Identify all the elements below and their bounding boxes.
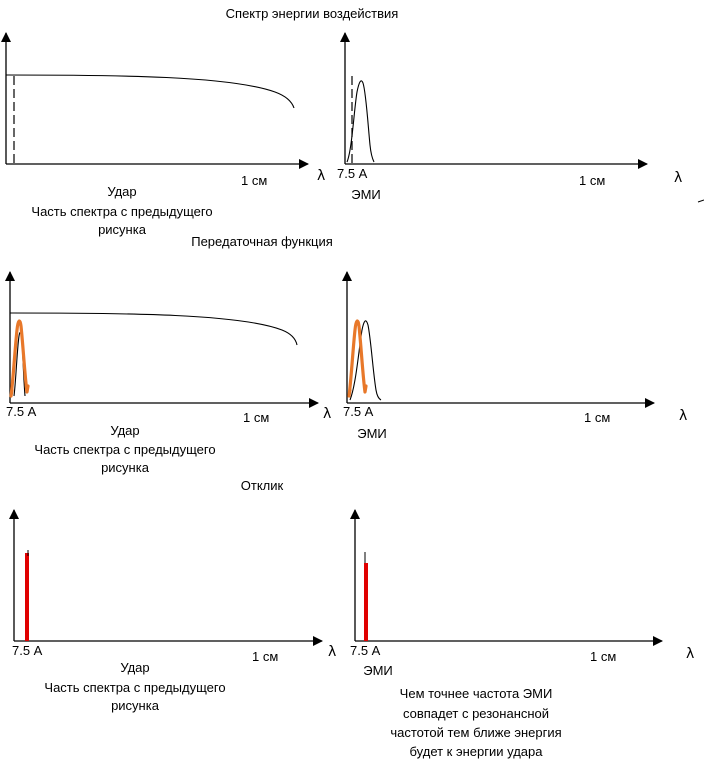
stray-mark <box>697 199 704 203</box>
tick-label-7-5A: 7.5 А <box>337 166 368 181</box>
panel-response-impact: 7.5 А 1 см λ Удар Часть спектра с предыд… <box>9 509 336 713</box>
lambda-label: λ <box>317 168 325 184</box>
lambda-label: λ <box>686 646 694 662</box>
label-impact: Удар <box>107 184 136 199</box>
label-prev-part-line1: Часть спектра с предыдущего <box>44 680 225 695</box>
title-spectrum: Спектр энергии воздействия <box>226 6 399 21</box>
note-line1: Чем точнее частота ЭМИ <box>400 686 553 701</box>
label-prev-part-line2: рисунка <box>98 222 147 237</box>
lambda-label: λ <box>679 408 687 424</box>
tick-label-7-5A: 7.5 А <box>6 404 37 419</box>
tick-label-1cm: 1 см <box>252 649 278 664</box>
lambda-label: λ <box>674 170 682 186</box>
note-line4: будет к энергии удара <box>410 744 544 759</box>
tick-label-1cm: 1 см <box>590 649 616 664</box>
tick-label-1cm: 1 см <box>241 173 267 188</box>
note-line3: частотой тем ближе энергия <box>390 725 561 740</box>
panel-transfer-emi: 7.5 А 1 см λ ЭМИ <box>342 271 687 441</box>
transfer-function-curve <box>347 319 368 398</box>
title-response: Отклик <box>241 478 284 493</box>
panel-impact-spectrum: 1 см λ Удар Часть спектра с предыдущего … <box>0 32 325 237</box>
tick-label-7-5A: 7.5 А <box>12 643 43 658</box>
label-impact: Удар <box>110 423 139 438</box>
label-prev-part-line2: рисунка <box>101 460 150 475</box>
panel-transfer-impact: 7.5 А 1 см λ Удар Часть спектра с предыд… <box>4 271 331 475</box>
lambda-label: λ <box>323 406 331 422</box>
panel-emi-spectrum: 7.5 А 1 см λ ЭМИ <box>337 32 704 203</box>
label-impact: Удар <box>120 660 149 675</box>
tick-label-7-5A: 7.5 А <box>343 404 374 419</box>
label-prev-part-line1: Часть спектра с предыдущего <box>34 442 215 457</box>
label-emi: ЭМИ <box>351 187 381 202</box>
panel-response-emi: 7.5 А 1 см λ ЭМИ Чем точнее частота ЭМИ … <box>350 509 694 759</box>
impact-spectrum-curve <box>9 312 298 346</box>
emi-peak-curve <box>346 80 375 163</box>
tick-label-7-5A: 7.5 А <box>350 643 381 658</box>
label-prev-part-line1: Часть спектра с предыдущего <box>31 204 212 219</box>
label-prev-part-line2: рисунка <box>111 698 160 713</box>
tick-label-1cm: 1 см <box>243 410 269 425</box>
impact-spectrum-curve <box>5 74 295 109</box>
lambda-label: λ <box>328 644 336 660</box>
label-emi: ЭМИ <box>357 426 387 441</box>
emi-peak-curve <box>349 320 382 401</box>
label-emi: ЭМИ <box>363 663 393 678</box>
title-transfer: Передаточная функция <box>191 234 333 249</box>
tick-label-1cm: 1 см <box>579 173 605 188</box>
tick-label-1cm: 1 см <box>584 410 610 425</box>
note-line2: совпадет с резонансной <box>403 706 549 721</box>
transfer-function-curve <box>9 319 30 398</box>
